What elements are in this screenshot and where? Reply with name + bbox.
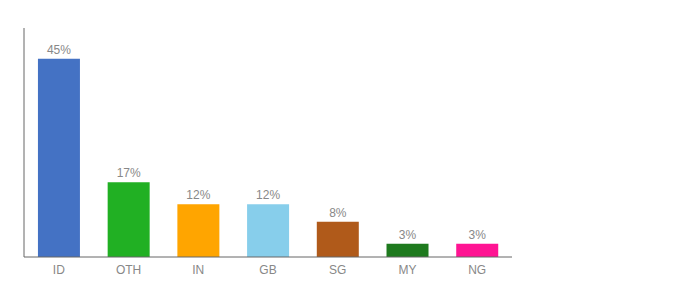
- svg-text:ID: ID: [53, 263, 65, 277]
- svg-text:12%: 12%: [256, 188, 280, 202]
- svg-text:NG: NG: [468, 263, 486, 277]
- svg-text:IN: IN: [192, 263, 204, 277]
- svg-text:12%: 12%: [186, 188, 210, 202]
- svg-text:SG: SG: [329, 263, 346, 277]
- svg-text:8%: 8%: [329, 206, 347, 220]
- svg-text:OTH: OTH: [116, 263, 141, 277]
- svg-text:GB: GB: [259, 263, 276, 277]
- svg-text:3%: 3%: [399, 228, 417, 242]
- svg-text:MY: MY: [398, 263, 416, 277]
- svg-text:3%: 3%: [469, 228, 487, 242]
- svg-text:45%: 45%: [47, 43, 71, 57]
- svg-text:17%: 17%: [117, 166, 141, 180]
